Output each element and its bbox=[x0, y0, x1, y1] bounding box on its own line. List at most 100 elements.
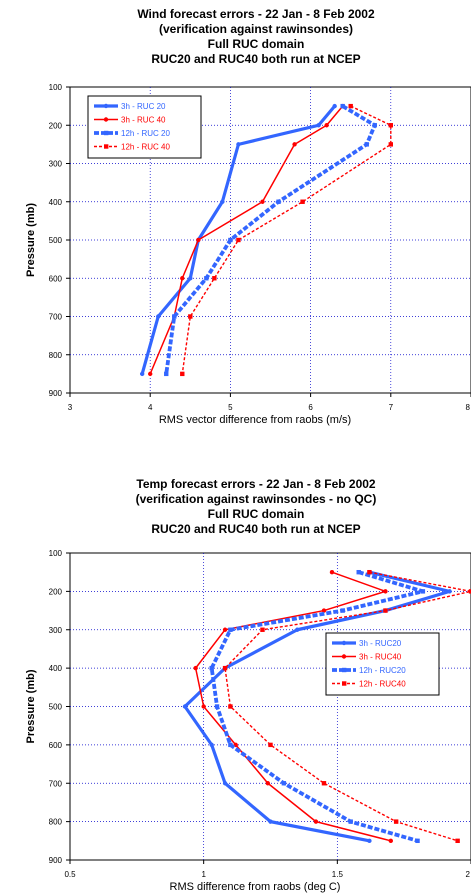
y-tick-label: 100 bbox=[49, 549, 63, 558]
y-tick-label: 900 bbox=[49, 856, 63, 865]
y-tick-label: 300 bbox=[49, 160, 63, 169]
data-point bbox=[268, 819, 273, 824]
legend-entry: 12h - RUC 20 bbox=[121, 129, 170, 138]
y-tick-label: 500 bbox=[49, 703, 63, 712]
legend: 3h - RUC 20 3h - RUC 40 12h - RUC 20 12h - … bbox=[87, 95, 202, 159]
data-point bbox=[193, 665, 198, 671]
data-point bbox=[367, 838, 372, 844]
chart-title-line: Temp forecast errors - 22 Jan - 8 Feb 20… bbox=[136, 477, 376, 491]
legend-entry: 12h - RUC20 bbox=[359, 666, 406, 675]
data-point bbox=[415, 838, 420, 844]
data-point bbox=[209, 665, 214, 671]
data-point bbox=[204, 276, 209, 281]
x-tick-label: 8 bbox=[466, 403, 471, 412]
y-tick-label: 800 bbox=[49, 818, 63, 827]
data-point bbox=[220, 199, 225, 204]
legend-marker bbox=[103, 103, 109, 109]
data-point bbox=[180, 371, 185, 377]
data-point bbox=[212, 276, 217, 281]
legend-marker bbox=[341, 654, 347, 659]
chart-title-line: RUC20 and RUC40 both run at NCEP bbox=[151, 522, 360, 536]
data-point bbox=[316, 123, 321, 128]
data-point bbox=[295, 627, 300, 632]
series-line bbox=[164, 104, 377, 375]
data-point bbox=[222, 665, 228, 671]
data-point bbox=[164, 371, 169, 377]
series-line bbox=[209, 570, 425, 843]
data-point bbox=[156, 314, 161, 319]
data-point bbox=[340, 103, 345, 109]
data-point bbox=[292, 142, 297, 147]
data-point bbox=[447, 589, 452, 594]
x-tick-label: 1.5 bbox=[332, 870, 344, 879]
chart-1: Wind forecast errors - 22 Jan - 8 Feb 20… bbox=[25, 7, 471, 426]
series-line bbox=[224, 571, 471, 842]
y-tick-label: 900 bbox=[49, 389, 63, 398]
chart-title-line: (verification against rawinsondes - no Q… bbox=[136, 492, 377, 506]
x-tick-label: 4 bbox=[148, 403, 153, 412]
data-point bbox=[148, 371, 153, 377]
legend-entry: 12h - RUC40 bbox=[359, 680, 406, 689]
data-point bbox=[324, 123, 329, 128]
data-point bbox=[321, 781, 327, 786]
data-point bbox=[260, 199, 265, 204]
data-point bbox=[180, 276, 185, 281]
data-point bbox=[268, 742, 273, 748]
data-point bbox=[372, 123, 377, 128]
data-point bbox=[348, 819, 353, 824]
data-point bbox=[228, 237, 233, 243]
legend-entry: 3h - RUC20 bbox=[359, 639, 402, 648]
legend-marker bbox=[341, 640, 347, 646]
data-point bbox=[276, 199, 281, 204]
y-axis-label: Pressure (mb) bbox=[25, 669, 37, 743]
y-tick-label: 600 bbox=[49, 741, 63, 750]
x-tick-label: 6 bbox=[308, 403, 313, 412]
y-axis-label: Pressure (mb) bbox=[25, 203, 37, 277]
data-point bbox=[329, 569, 335, 575]
data-point bbox=[364, 142, 369, 147]
y-tick-label: 200 bbox=[49, 587, 63, 596]
chart-2: Temp forecast errors - 22 Jan - 8 Feb 20… bbox=[25, 477, 471, 893]
legend: 3h - RUC20 3h - RUC40 12h - RUC20 12h - RUC… bbox=[325, 632, 440, 696]
x-tick-label: 2 bbox=[466, 870, 471, 879]
legend-entry: 3h - RUC 20 bbox=[121, 102, 166, 111]
data-point bbox=[172, 314, 177, 319]
data-point bbox=[139, 371, 145, 377]
series-line bbox=[194, 571, 391, 842]
data-point bbox=[348, 103, 353, 109]
data-point bbox=[228, 742, 233, 748]
data-point bbox=[321, 608, 327, 613]
data-point bbox=[340, 608, 345, 613]
x-tick-label: 7 bbox=[389, 403, 394, 412]
data-point bbox=[188, 276, 193, 281]
x-tick-label: 0.5 bbox=[64, 870, 76, 879]
chart-title-line: RUC20 and RUC40 both run at NCEP bbox=[151, 52, 360, 66]
data-point bbox=[420, 589, 426, 594]
data-point bbox=[455, 838, 460, 844]
data-point bbox=[265, 781, 271, 786]
data-point bbox=[228, 627, 233, 632]
y-tick-label: 400 bbox=[49, 198, 63, 207]
chart-title-line: Full RUC domain bbox=[208, 507, 305, 521]
data-point bbox=[468, 589, 471, 594]
series-line bbox=[183, 570, 452, 843]
legend-entry: 3h - RUC 40 bbox=[121, 116, 166, 125]
data-point bbox=[228, 704, 233, 709]
data-point bbox=[300, 199, 305, 204]
data-point bbox=[356, 569, 361, 575]
data-point bbox=[214, 704, 220, 709]
data-point bbox=[222, 627, 228, 632]
x-tick-label: 3 bbox=[68, 403, 73, 412]
y-tick-label: 100 bbox=[49, 83, 63, 92]
y-tick-label: 600 bbox=[49, 274, 63, 283]
data-point bbox=[236, 237, 241, 243]
series-line bbox=[140, 105, 336, 375]
y-tick-label: 400 bbox=[49, 664, 63, 673]
data-point bbox=[196, 237, 201, 243]
x-tick-label: 5 bbox=[228, 403, 233, 412]
y-tick-label: 800 bbox=[49, 351, 63, 360]
chart-title-line: Full RUC domain bbox=[208, 37, 305, 51]
data-point bbox=[182, 704, 188, 709]
data-point bbox=[388, 142, 393, 147]
